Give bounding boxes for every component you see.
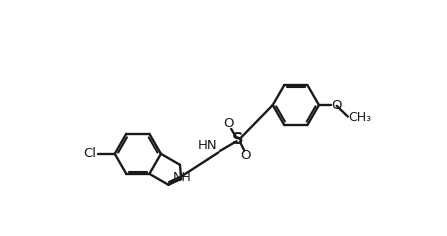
- Text: S: S: [232, 132, 244, 147]
- Text: NH: NH: [173, 171, 192, 184]
- Text: HN: HN: [198, 139, 218, 152]
- Text: O: O: [331, 99, 342, 112]
- Text: CH₃: CH₃: [349, 111, 372, 124]
- Text: O: O: [224, 117, 234, 130]
- Text: O: O: [240, 149, 251, 162]
- Text: Cl: Cl: [83, 147, 96, 160]
